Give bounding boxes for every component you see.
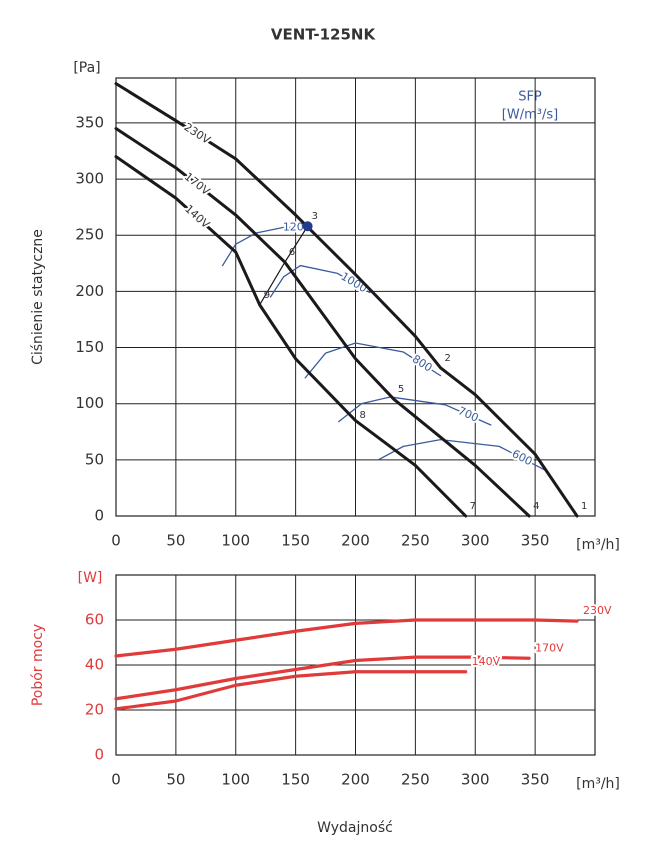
sfp-curve (304, 342, 442, 379)
y-tick-label: 350 (75, 113, 104, 131)
y-tick-label: 100 (75, 394, 104, 412)
x-tick-label: 300 (461, 771, 490, 789)
point-label: 3 (312, 211, 318, 222)
series-line (114, 155, 468, 518)
chart-title: VENT-125NK (271, 26, 377, 44)
sfp-title: SFP (518, 90, 542, 105)
x-tick-label: 300 (461, 532, 490, 550)
y-tick-label: 0 (94, 507, 104, 525)
x-tick-label: 250 (401, 771, 430, 789)
x-unit: [m³/h] (576, 776, 620, 792)
y-tick-label: 250 (75, 226, 104, 244)
x-tick-label: 150 (281, 771, 310, 789)
y-axis-label: Ciśnienie statyczne (30, 229, 46, 365)
sfp-label: 700 (456, 404, 480, 424)
y-tick-label: 60 (85, 611, 104, 629)
series-line (114, 82, 579, 518)
x-tick-label: 200 (341, 771, 370, 789)
point-label: 1 (581, 501, 587, 512)
y-tick-label: 40 (85, 656, 104, 674)
series-label: 170V (535, 641, 564, 654)
y-axis-label: Pobór mocy (30, 624, 46, 706)
point-label: 6 (289, 247, 295, 258)
series-label: 230V (583, 604, 612, 617)
series-line (114, 618, 579, 658)
x-tick-label: 0 (111, 771, 121, 789)
x-unit: [m³/h] (576, 537, 620, 553)
x-tick-label: 50 (166, 771, 185, 789)
point-label: 8 (360, 410, 366, 421)
y-tick-label: 300 (75, 170, 104, 188)
x-tick-label: 100 (221, 532, 250, 550)
y-tick-label: 0 (94, 746, 104, 764)
y-tick-label: 20 (85, 701, 104, 719)
x-tick-label: 350 (521, 771, 550, 789)
x-axis-label: Wydajność (317, 820, 393, 836)
series-line (114, 655, 531, 701)
point-label: 5 (398, 384, 404, 395)
x-tick-label: 200 (341, 532, 370, 550)
sfp-curve (269, 264, 371, 298)
x-tick-label: 100 (221, 771, 250, 789)
point-label: 9 (264, 290, 270, 301)
sfp-unit: [W/m³/s] (502, 108, 558, 123)
x-tick-label: 250 (401, 532, 430, 550)
operating-point (302, 221, 313, 232)
x-tick-label: 0 (111, 532, 121, 550)
point-label: 2 (445, 353, 451, 364)
x-tick-label: 150 (281, 532, 310, 550)
series-line (114, 127, 531, 518)
x-tick-label: 350 (521, 532, 550, 550)
y-tick-label: 150 (75, 338, 104, 356)
y-unit: [Pa] (73, 60, 100, 76)
series-line (114, 670, 468, 711)
y-tick-label: 50 (85, 450, 104, 468)
y-tick-label: 200 (75, 282, 104, 300)
point-label: 7 (470, 501, 476, 512)
series-label: 140V (472, 655, 501, 668)
x-tick-label: 50 (166, 532, 185, 550)
y-unit: [W] (78, 570, 103, 586)
system-line (259, 225, 309, 306)
point-label: 4 (533, 501, 539, 512)
